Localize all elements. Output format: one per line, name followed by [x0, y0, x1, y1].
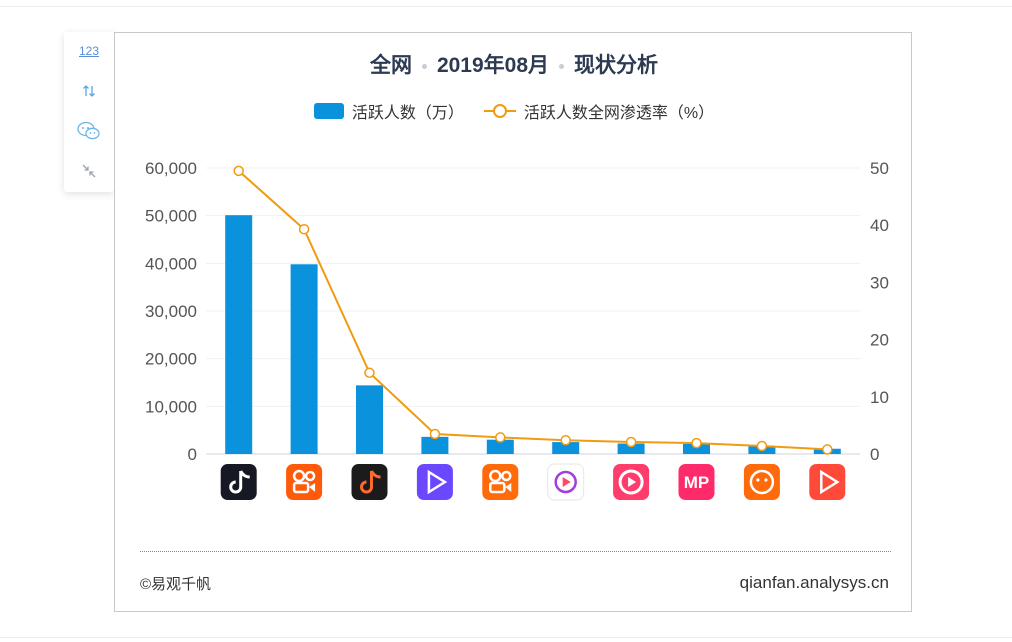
collapse-icon [82, 164, 96, 178]
weishi-icon-glyph [618, 469, 644, 495]
line-point [429, 428, 441, 440]
wechat-icon [77, 121, 100, 140]
y-left-tick-label: 40,000 [145, 254, 197, 273]
kuaishou-lite-icon-glyph [505, 483, 512, 492]
quanmin-icon-glyph [756, 478, 760, 482]
line-point [298, 223, 310, 235]
bar [683, 443, 710, 454]
bottom-divider [0, 637, 1012, 638]
y-right-tick-label: 40 [870, 216, 889, 235]
quanmin-icon-glyph [764, 478, 768, 482]
bar [552, 442, 580, 454]
swap-arrows-icon [83, 85, 95, 97]
huoshan-icon [351, 464, 388, 500]
legend-line-swatch [483, 104, 516, 118]
data-label-icon: 123 [78, 44, 100, 58]
meipai-icon-glyph: MP [684, 473, 710, 492]
kuaishou-icon-glyph [309, 483, 316, 492]
y-right-tick-label: 10 [870, 388, 889, 407]
legend-item-line[interactable]: 活跃人数全网渗透率（%） [483, 99, 715, 123]
legend-bar-swatch [313, 103, 344, 119]
title-date: 2019年08月 [436, 54, 550, 77]
legend-bar-label: 活跃人数（万） [351, 105, 464, 122]
huoshan-lite-icon [809, 464, 846, 500]
line-point [756, 440, 768, 452]
legend-item-bar[interactable]: 活跃人数（万） [313, 99, 464, 123]
haokan-icon-glyph [554, 470, 577, 494]
douyin-icon [220, 464, 257, 500]
title-separator [559, 63, 565, 69]
line-point [233, 165, 244, 177]
chart-title: 全网 2019年08月 现状分析 [115, 49, 913, 79]
legend-line-label: 活跃人数全网渗透率（%） [523, 105, 715, 122]
top-divider [0, 6, 1012, 7]
line-point [560, 435, 571, 446]
huoshan-icon-glyph [360, 470, 381, 494]
kuaishou-icon-glyph [304, 470, 316, 482]
wechat-share-button[interactable] [64, 116, 114, 146]
haokan-icon-glyph [562, 477, 571, 487]
line-point [364, 367, 375, 379]
meipai-icon [678, 464, 715, 500]
collapse-button[interactable] [64, 156, 114, 186]
bar [617, 443, 645, 454]
copyright-text: ©易观千帆 [140, 576, 212, 593]
y-right-tick-label: 0 [870, 445, 879, 464]
kuaishou-lite-icon-glyph [489, 469, 502, 483]
kuaishou-icon-glyph [292, 481, 310, 494]
quanmin-icon-glyph [749, 469, 775, 495]
title-separator [421, 63, 427, 69]
y-left-tick-label: 10,000 [145, 397, 197, 416]
quanmin-icon [743, 464, 780, 500]
line-point [625, 436, 637, 448]
penetration-line [238, 170, 828, 451]
line-point [495, 432, 506, 443]
kuaishou-lite-icon-glyph [489, 481, 506, 494]
xigua-icon-glyph [427, 469, 448, 495]
y-left-tick-label: 20,000 [145, 350, 197, 369]
site-link[interactable]: qianfan.analysys.cn [739, 573, 889, 592]
douyin-icon-glyph [229, 470, 250, 494]
bar [225, 215, 253, 454]
y-right-tick-label: 50 [870, 159, 889, 178]
weishi-icon-glyph [628, 477, 637, 487]
data-label-button[interactable]: 123 [64, 36, 114, 66]
huoshan-lite-icon-glyph [820, 469, 840, 495]
y-left-tick-label: 60,000 [145, 159, 197, 178]
y-left-tick-label: 30,000 [145, 302, 197, 321]
switch-axis-button[interactable] [64, 76, 114, 106]
kuaishou-lite-icon-glyph [501, 470, 512, 482]
bar [356, 385, 383, 454]
line-point [822, 444, 833, 455]
chart-card: 全网 2019年08月 现状分析 活跃人数（万） 活跃人数全网渗透率（%） 0 10,… [114, 32, 912, 612]
chart-toolbar: 123 [64, 32, 114, 192]
chart-plot: 0 10,000 20,000 30,000 40,000 50,000 60,000 0 10… [145, 159, 889, 501]
chart-legend: 活跃人数（万） 活跃人数全网渗透率（%） [115, 99, 913, 123]
bar [290, 264, 318, 454]
y-left-tick-label: 50,000 [145, 207, 197, 226]
kuaishou-icon-glyph [292, 469, 306, 483]
y-right-tick-label: 30 [870, 273, 889, 292]
y-right-tick-label: 20 [870, 331, 889, 350]
title-subject: 现状分析 [574, 54, 659, 77]
y-left-tick-label: 0 [188, 445, 197, 464]
footer-divider [140, 551, 891, 552]
xigua-icon [416, 464, 453, 500]
title-scope: 全网 [369, 54, 412, 77]
bar [421, 436, 449, 454]
line-point [691, 437, 702, 449]
bar [486, 439, 514, 454]
